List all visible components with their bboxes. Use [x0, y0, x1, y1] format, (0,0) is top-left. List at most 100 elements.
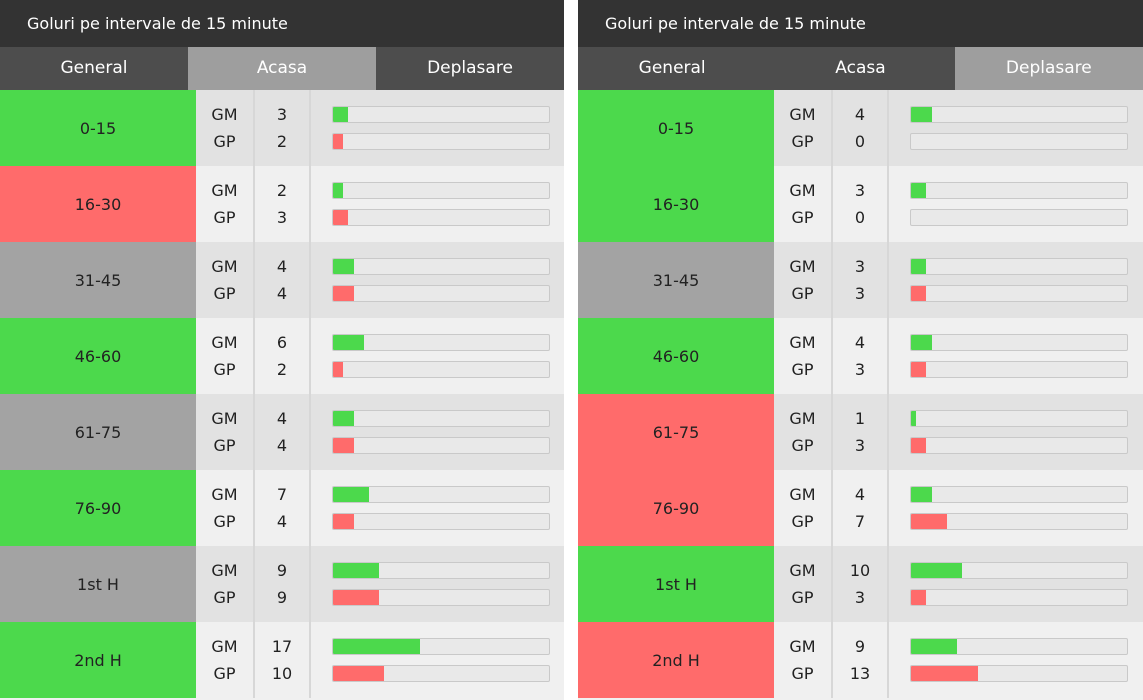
column-divider — [887, 90, 889, 166]
panel-title: Goluri pe intervale de 15 minute — [0, 0, 564, 47]
gm-bar-fill — [911, 487, 932, 502]
gp-bar-fill — [911, 514, 947, 529]
gp-bar-fill — [911, 362, 927, 377]
gp-line: GP 0 — [774, 204, 1143, 231]
column-divider — [887, 622, 889, 698]
interval-row: 1st H GM 10 GP 3 — [578, 546, 1143, 622]
tab-deplasare[interactable]: Deplasare — [376, 47, 564, 90]
gm-value: 6 — [276, 333, 288, 352]
gm-value: 4 — [854, 485, 866, 504]
gp-bar — [332, 285, 550, 302]
gm-label: GM — [789, 561, 816, 580]
interval-row: 0-15 GM 4 GP 0 — [578, 90, 1143, 166]
gp-line: GP 3 — [774, 432, 1143, 459]
gp-bar — [332, 361, 550, 378]
interval-stats: GM 9 GP 9 — [196, 546, 564, 622]
column-divider — [831, 90, 833, 166]
interval-label: 16-30 — [578, 166, 774, 242]
gm-label: GM — [211, 409, 238, 428]
gp-label: GP — [791, 512, 814, 531]
gp-bar — [332, 589, 550, 606]
tab-deplasare[interactable]: Deplasare — [954, 47, 1143, 90]
gp-bar-fill — [911, 590, 927, 605]
gm-bar — [910, 638, 1128, 655]
gp-bar — [910, 285, 1128, 302]
interval-label: 76-90 — [0, 470, 196, 546]
interval-row: 76-90 GM 7 GP 4 — [0, 470, 564, 546]
gm-label: GM — [211, 333, 238, 352]
gp-value: 3 — [854, 284, 866, 303]
interval-label: 0-15 — [578, 90, 774, 166]
column-divider — [253, 470, 255, 546]
gm-bar — [910, 258, 1128, 275]
interval-label: 2nd H — [0, 622, 196, 698]
gp-label: GP — [213, 588, 236, 607]
gm-value: 4 — [276, 409, 288, 428]
gp-line: GP 7 — [774, 508, 1143, 535]
gp-bar-fill — [911, 666, 978, 681]
column-divider — [831, 470, 833, 546]
gm-bar-fill — [333, 335, 364, 350]
gp-value: 4 — [276, 512, 288, 531]
column-divider — [309, 622, 311, 698]
interval-label: 61-75 — [578, 394, 774, 470]
panel-title: Goluri pe intervale de 15 minute — [578, 0, 1143, 47]
gp-label: GP — [213, 208, 236, 227]
gm-value: 9 — [276, 561, 288, 580]
gm-bar — [910, 410, 1128, 427]
gm-bar — [332, 410, 550, 427]
gp-bar-fill — [333, 362, 344, 377]
tab-general[interactable]: General — [578, 47, 767, 90]
interval-stats: GM 17 GP 10 — [196, 622, 564, 698]
gp-bar-fill — [333, 210, 349, 225]
gm-line: GM 4 — [774, 101, 1143, 128]
tab-acasa[interactable]: Acasa — [188, 47, 376, 90]
interval-row: 2nd H GM 9 GP 13 — [578, 622, 1143, 698]
gp-bar-fill — [911, 438, 927, 453]
gm-line: GM 6 — [196, 329, 564, 356]
gm-bar — [332, 182, 550, 199]
gm-bar — [332, 562, 550, 579]
tab-general[interactable]: General — [0, 47, 188, 90]
column-divider — [309, 90, 311, 166]
gp-bar — [910, 589, 1128, 606]
interval-label: 76-90 — [578, 470, 774, 546]
gp-label: GP — [213, 284, 236, 303]
gp-line: GP 3 — [774, 584, 1143, 611]
interval-label: 2nd H — [578, 622, 774, 698]
gm-value: 9 — [854, 637, 866, 656]
interval-stats: GM 2 GP 3 — [196, 166, 564, 242]
gp-bar-fill — [333, 514, 354, 529]
interval-label: 46-60 — [0, 318, 196, 394]
gm-line: GM 10 — [774, 557, 1143, 584]
gp-value: 10 — [271, 664, 293, 683]
gp-label: GP — [791, 284, 814, 303]
gm-line: GM 17 — [196, 633, 564, 660]
tab-acasa[interactable]: Acasa — [766, 47, 955, 90]
gm-value: 3 — [854, 181, 866, 200]
gp-bar-fill — [333, 590, 380, 605]
column-divider — [831, 166, 833, 242]
gm-label: GM — [789, 485, 816, 504]
gm-label: GM — [211, 561, 238, 580]
interval-label: 46-60 — [578, 318, 774, 394]
gp-bar-fill — [911, 286, 927, 301]
gm-bar-fill — [333, 563, 380, 578]
gm-value: 3 — [854, 257, 866, 276]
interval-label: 0-15 — [0, 90, 196, 166]
interval-stats: GM 9 GP 13 — [774, 622, 1143, 698]
gp-bar — [910, 513, 1128, 530]
gm-label: GM — [789, 257, 816, 276]
column-divider — [253, 546, 255, 622]
interval-row: 61-75 GM 4 GP 4 — [0, 394, 564, 470]
column-divider — [887, 394, 889, 470]
gp-value: 2 — [276, 360, 288, 379]
gp-line: GP 3 — [196, 204, 564, 231]
column-divider — [887, 470, 889, 546]
gp-label: GP — [213, 132, 236, 151]
column-divider — [253, 90, 255, 166]
gm-bar — [332, 638, 550, 655]
gm-line: GM 9 — [774, 633, 1143, 660]
gp-bar — [332, 209, 550, 226]
gm-bar-fill — [911, 107, 932, 122]
